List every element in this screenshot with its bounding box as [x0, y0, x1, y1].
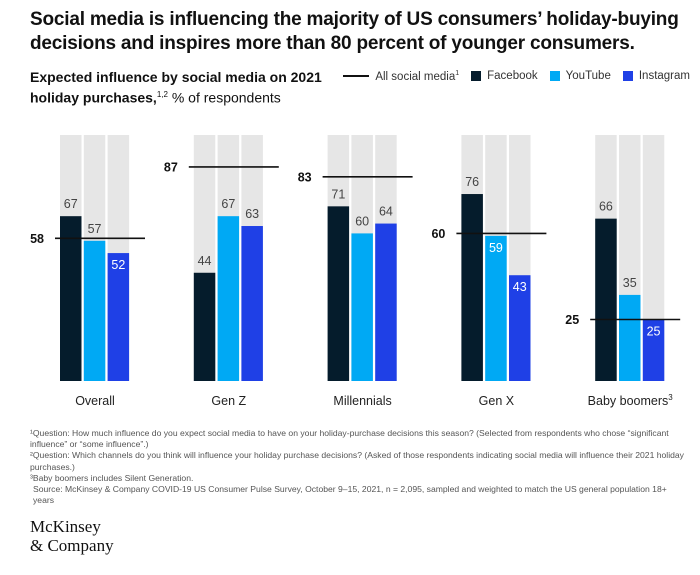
- chart-subtitle: Expected influence by social media on 20…: [30, 68, 330, 107]
- category-label: Gen Z: [211, 394, 246, 408]
- legend-facebook: Facebook: [487, 70, 538, 83]
- data-label: 35: [623, 276, 637, 290]
- bar-instagram: [375, 223, 397, 381]
- legend-item-instagram: Instagram: [617, 70, 690, 82]
- bar-facebook: [327, 205, 350, 381]
- bar-youtube: [83, 240, 106, 381]
- legend-item-facebook: Facebook: [465, 70, 538, 82]
- data-label: 71: [331, 187, 345, 201]
- footnote-3: ³Baby boomers includes Silent Generation…: [30, 472, 194, 483]
- source-note: Source: McKinsey & Company COVID-19 US C…: [33, 484, 667, 506]
- category-label: Gen X: [479, 394, 515, 408]
- data-label: 66: [599, 199, 613, 213]
- legend-item-all: All social media1: [343, 70, 459, 83]
- legend-line-swatch: [343, 75, 370, 78]
- data-label: 67: [64, 197, 78, 211]
- category-label: Baby boomers3: [588, 393, 674, 408]
- bar-youtube: [619, 294, 641, 381]
- legend: All social media1 Facebook YouTube Insta…: [343, 70, 690, 83]
- chart-header: Expected influence by social media on 20…: [30, 68, 690, 107]
- subtitle-sup: 1,2: [156, 90, 168, 99]
- bar-instagram: [241, 225, 263, 381]
- category-sup: 3: [668, 393, 673, 402]
- bar-facebook: [60, 215, 82, 381]
- bar-instagram: [642, 319, 665, 381]
- data-label: 43: [513, 280, 527, 294]
- line-label: 87: [164, 160, 178, 174]
- data-label: 57: [88, 221, 102, 235]
- category-label: Overall: [75, 394, 115, 408]
- legend-instagram: Instagram: [638, 70, 690, 83]
- data-label: 44: [198, 253, 212, 267]
- chart-title: Social media is influencing the majority…: [30, 9, 679, 54]
- bar-instagram: [107, 252, 130, 381]
- line-label: 58: [30, 231, 44, 245]
- footnote-2: ²Question: Which channels do you think w…: [30, 450, 684, 472]
- data-label: 64: [379, 204, 393, 218]
- data-label: 67: [221, 197, 235, 211]
- bar-facebook: [461, 193, 483, 381]
- line-label: 25: [565, 313, 579, 327]
- line-label: 83: [298, 170, 312, 184]
- legend-youtube: YouTube: [565, 70, 611, 83]
- data-label: 59: [489, 241, 503, 255]
- legend-item-youtube: YouTube: [544, 70, 611, 82]
- legend-facebook-swatch: [471, 71, 482, 82]
- line-label: 60: [431, 227, 445, 241]
- legend-youtube-swatch: [549, 71, 560, 82]
- data-label: 63: [245, 207, 259, 221]
- data-label: 60: [355, 214, 369, 228]
- bar-instagram: [509, 274, 531, 381]
- legend-all: All social media1: [375, 70, 460, 83]
- bar-facebook: [595, 218, 617, 381]
- bar-youtube: [351, 233, 373, 381]
- data-label: 52: [111, 258, 125, 272]
- subtitle-unit: % of respondents: [167, 89, 281, 106]
- category-label: Millennials: [333, 394, 391, 408]
- data-label: 25: [647, 324, 661, 338]
- mckinsey-logo: McKinsey & Company: [30, 516, 114, 555]
- bar-youtube: [485, 235, 507, 381]
- legend-instagram-swatch: [622, 71, 633, 82]
- subtitle-bold: Expected influence by social media on 20…: [30, 69, 322, 106]
- footnote-1: ¹Question: How much influence do you exp…: [30, 427, 669, 449]
- bar-youtube: [217, 215, 240, 381]
- footnotes: ¹Question: How much influence do you exp…: [30, 428, 690, 507]
- data-label: 76: [465, 175, 479, 189]
- bar-facebook: [193, 272, 216, 381]
- bar-chart: 67 57 52 58 Overall 44 67 63 87 Gen Z 71 60 64 83 Mill…: [30, 134, 681, 408]
